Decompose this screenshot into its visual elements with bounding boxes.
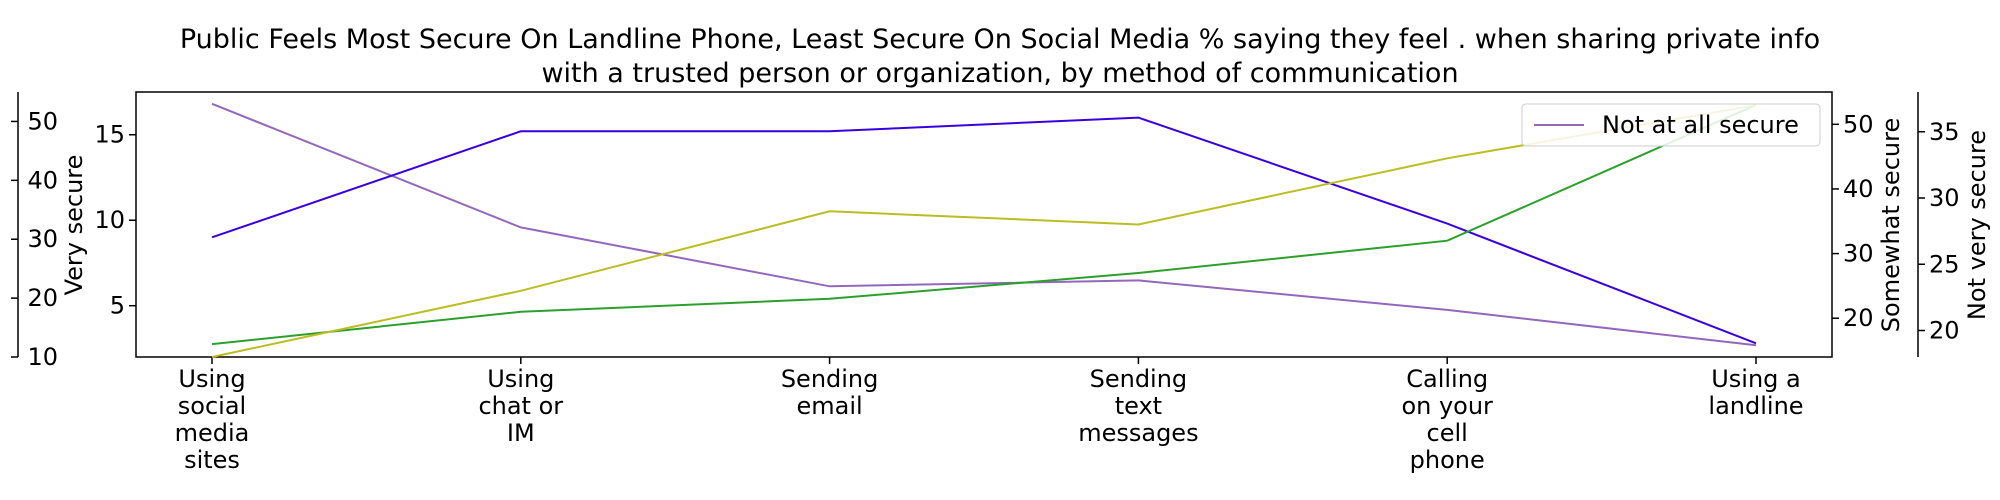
y-axis-label-very-secure: Very secure [60,155,88,296]
x-category-label: cell [1427,419,1468,447]
chart-legend: Not at all secure [1521,103,1821,147]
left-outer-tick-label: 30 [27,225,58,253]
x-category-label: social [178,392,246,420]
series-line-not-very [211,104,1757,358]
x-category-label: chat or [478,392,563,420]
x-category-label: Using a [1711,365,1801,393]
left-outer-tick-label: 50 [27,107,58,135]
left-outer-tick-label: 40 [27,166,58,194]
series-line-somewhat [211,103,1757,346]
chart-title-line: with a trusted person or organization, b… [541,58,1458,89]
x-category-label: email [797,392,863,420]
right-outer-tick-label: 20 [1929,317,1960,345]
y-axis-label-not-very-secure: Not very secure [1963,130,1991,320]
left-inner-tick-label: 10 [94,206,125,234]
x-category-label: phone [1410,446,1485,474]
right-inner-tick-label: 40 [1843,175,1874,203]
x-category-label: Using [487,365,554,393]
chart-title-line: Public Feels Most Secure On Landline Pho… [180,24,1820,55]
chart-series [211,102,1757,358]
x-category-label: text [1115,392,1162,420]
right-outer-tick-label: 35 [1929,118,1960,146]
right-inner-tick-label: 50 [1843,110,1874,138]
x-category-label: Sending [1090,365,1188,393]
x-category-label: messages [1078,419,1198,447]
left-inner-tick-label: 15 [94,121,125,149]
x-category-label: sites [184,446,240,474]
legend-label: Not at all secure [1602,111,1799,139]
x-category-label: Calling [1406,365,1488,393]
x-category-label: Using [178,365,245,393]
x-category-label: Sending [781,365,879,393]
left-outer-tick-label: 20 [27,284,58,312]
right-outer-tick-label: 30 [1929,184,1960,212]
right-outer-tick-label: 25 [1929,250,1960,278]
x-category-label: landline [1708,392,1803,420]
left-inner-tick-label: 5 [110,292,125,320]
x-category-label: IM [507,419,535,447]
right-inner-tick-label: 30 [1843,240,1874,268]
chart-title: Public Feels Most Secure On Landline Pho… [180,24,1820,89]
series-line-not-at-all [211,102,1757,347]
series-line-very [211,116,1757,345]
legend-box [1521,103,1821,147]
right-inner-tick-label: 20 [1843,304,1874,332]
x-category-label: media [175,419,250,447]
plot-frame [135,91,1833,358]
x-category-label: on your [1401,392,1493,420]
y-axis-label-somewhat-secure: Somewhat secure [1877,118,1905,332]
left-outer-tick-label: 10 [27,343,58,371]
